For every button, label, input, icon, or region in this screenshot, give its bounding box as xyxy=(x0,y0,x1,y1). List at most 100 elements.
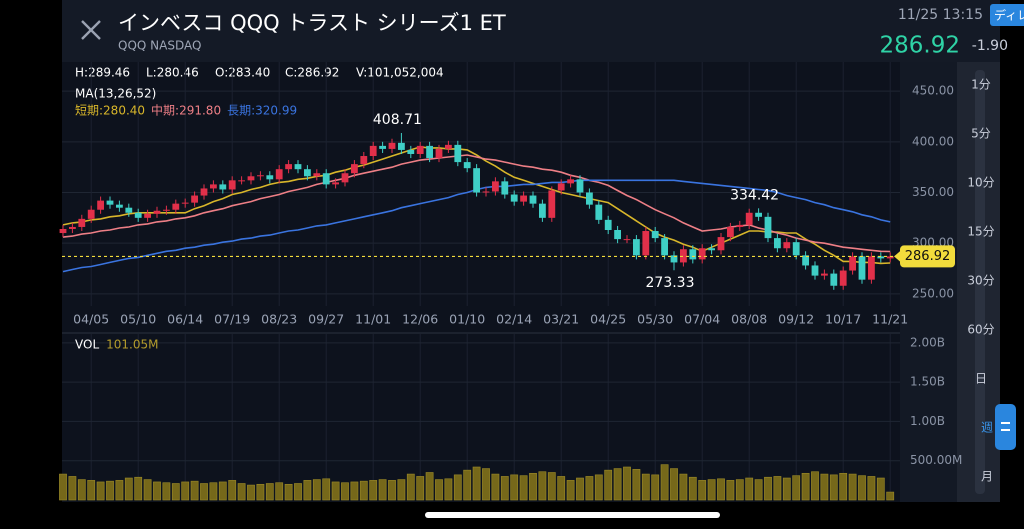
timeframe[interactable]: 10分 xyxy=(967,176,994,190)
volume-bar xyxy=(792,475,801,501)
candle-body xyxy=(830,273,838,286)
ma-line xyxy=(62,154,891,253)
candle-body xyxy=(238,180,245,182)
candle-body xyxy=(172,203,180,210)
x-tick-label: 08/23 xyxy=(261,312,297,327)
price-change: -1.90 xyxy=(972,38,1008,54)
timeframes: 1分 5分 10分 15分 30分 60分 日 週 月 xyxy=(967,78,994,484)
timeframe[interactable]: 1分 xyxy=(971,78,991,92)
price-panel xyxy=(62,62,900,334)
timeframe-selected[interactable]: 週 xyxy=(981,421,993,435)
timeframe[interactable]: 15分 xyxy=(967,225,994,239)
legend-entry: 長期:320.99 xyxy=(227,104,297,118)
quote-high: H:289.46 xyxy=(75,66,130,80)
volume-bar xyxy=(312,479,321,501)
volume-bar xyxy=(839,472,848,501)
candle-body xyxy=(792,242,800,256)
candle-body xyxy=(774,238,781,249)
volume-bar xyxy=(294,483,302,501)
timeframe[interactable]: 日 xyxy=(975,372,987,386)
volume-bar xyxy=(660,464,669,501)
candle-body xyxy=(473,168,480,193)
volume-bar xyxy=(651,474,660,501)
volume-bar xyxy=(491,473,500,501)
x-tick-label: 09/27 xyxy=(308,312,344,327)
volume-bar xyxy=(576,477,584,501)
y-tick-label: 250.00 xyxy=(912,286,954,300)
volume-bar xyxy=(463,469,472,501)
volume-bar xyxy=(829,474,838,501)
quote-low: L:280.46 xyxy=(146,66,199,80)
volume-bar xyxy=(764,476,772,501)
candle-body xyxy=(839,270,847,286)
axis-column xyxy=(900,62,957,502)
candle-body xyxy=(821,273,828,276)
candle-body xyxy=(576,179,584,193)
candle-body xyxy=(858,256,866,280)
volume-panel xyxy=(62,334,900,502)
volume-bar xyxy=(200,483,208,501)
candle-body xyxy=(557,183,565,191)
extreme-label: 408.71 xyxy=(373,112,422,128)
timeframe[interactable]: 月 xyxy=(981,470,993,484)
last-price-pointer xyxy=(894,250,901,263)
y-tick-label: 1.00B xyxy=(910,414,945,428)
volume-bar xyxy=(397,479,406,501)
candle-body xyxy=(604,219,612,230)
volume-bar xyxy=(604,469,613,501)
y-tick-label: 400.00 xyxy=(912,134,954,148)
quote-open: O:283.40 xyxy=(215,66,270,80)
datetime: 11/25 13:15 xyxy=(898,7,983,23)
candle-body xyxy=(764,216,772,239)
candle-body xyxy=(266,175,274,180)
candle-body xyxy=(87,209,95,219)
volume-bar xyxy=(331,481,340,501)
volume-bar xyxy=(322,478,331,501)
candle-body xyxy=(294,164,302,170)
candle-body xyxy=(680,249,687,263)
volume-bar xyxy=(670,468,678,501)
candle-body xyxy=(651,231,659,239)
subtitle: QQQ NASDAQ xyxy=(118,39,201,53)
timeframe[interactable]: 60分 xyxy=(967,323,994,337)
slider-handle[interactable] xyxy=(995,404,1016,450)
volume-bar xyxy=(510,474,519,501)
candle-body xyxy=(755,212,762,217)
legend-entry: 短期:280.40 xyxy=(75,104,145,118)
candle-body xyxy=(698,248,706,260)
candle-body xyxy=(247,176,255,181)
volume-bar xyxy=(181,481,190,501)
candle-body xyxy=(144,213,151,218)
ma-title: MA(13,26,52) xyxy=(75,87,156,101)
candle-body xyxy=(510,194,518,202)
extreme-label: 273.33 xyxy=(646,275,695,291)
close-button[interactable] xyxy=(81,20,101,40)
tab-button[interactable] xyxy=(990,4,1024,26)
volume-bar xyxy=(275,482,284,501)
timeframe[interactable]: 5分 xyxy=(971,127,991,141)
volume-bar xyxy=(801,472,810,501)
y-tick-label: 450.00 xyxy=(912,84,954,98)
extreme-label: 334.42 xyxy=(730,187,779,203)
candle-body xyxy=(379,145,386,149)
x-tick-label: 10/17 xyxy=(825,312,861,327)
volume-bar xyxy=(153,481,161,501)
x-tick-label: 04/25 xyxy=(590,312,626,327)
candle-body xyxy=(285,164,292,170)
volume-bar xyxy=(369,480,378,501)
volume-bar xyxy=(143,479,152,501)
candle-body xyxy=(313,173,321,177)
volume-bar xyxy=(717,478,725,501)
volume-bar xyxy=(482,468,490,501)
timeframe[interactable]: 30分 xyxy=(967,274,994,288)
candle-body xyxy=(210,184,217,189)
candle-body xyxy=(322,173,330,185)
volume-bar xyxy=(303,480,312,501)
candle-body xyxy=(163,209,170,211)
volume-bar xyxy=(237,483,246,501)
timeframe-track xyxy=(975,70,985,494)
x-tick-label: 04/05 xyxy=(73,312,109,327)
